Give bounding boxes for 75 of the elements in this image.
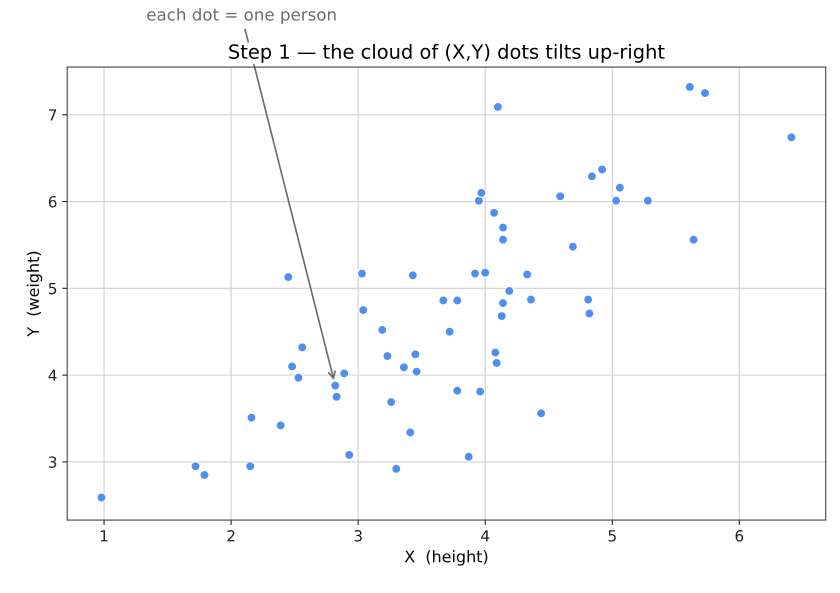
point [356,268,368,279]
point [470,268,480,279]
point [526,294,536,305]
point [498,222,508,233]
y-tick-label: 5 [48,282,56,294]
point [199,470,210,480]
x-tick-label: 5 [608,530,616,542]
point [412,366,422,377]
point [297,342,308,352]
point [391,464,402,474]
point [586,171,597,182]
chart-title: Step 1 — the cloud of (X,Y) dots tilts up-right [229,44,665,63]
point [287,361,298,372]
point [276,420,286,431]
point [498,298,508,308]
x-tick-label: 2 [227,530,234,542]
point [496,311,507,322]
point [536,408,546,418]
x-axis-title: X (height) [404,550,488,566]
point [597,164,608,174]
point [398,362,409,372]
point [438,295,448,306]
point [498,234,508,245]
y-tick-label: 7 [49,109,56,121]
point [245,461,256,472]
point [584,308,594,319]
point [190,461,201,472]
y-tick-label: 6 [48,196,57,208]
point [475,386,486,397]
x-tick-label: 1 [100,530,108,542]
point [522,269,532,280]
y-tick-label: 3 [48,456,56,468]
point [688,234,699,245]
point [377,324,388,336]
point [568,242,578,252]
y-axis-title: Y (weight) [26,252,42,337]
point [452,386,462,396]
point [452,295,462,306]
point [476,188,486,198]
x-tick-label: 4 [481,530,490,542]
point [490,347,500,358]
point [330,380,340,391]
x-tick-label: 6 [736,530,744,542]
point [444,326,455,337]
point [492,102,503,112]
point [464,452,474,462]
point [504,286,514,296]
point [410,349,420,360]
point [786,132,796,142]
point [386,396,396,408]
point [583,294,594,305]
point [283,272,294,282]
point [293,372,304,383]
point [480,268,490,278]
point [344,450,354,460]
point [684,82,695,92]
x-tick-label: 3 [354,530,362,542]
point [358,304,368,316]
point [405,427,416,438]
point [642,196,653,206]
annotation: each dot = one person [147,8,336,24]
point [700,88,710,98]
point [96,492,107,503]
point [246,412,256,423]
point [474,196,484,206]
point [408,270,418,280]
point [489,208,500,218]
point [332,392,342,402]
point [614,182,625,193]
y-tick-label: 4 [48,370,57,381]
point [611,196,622,206]
point [555,191,566,202]
point [382,350,392,362]
point [339,368,350,378]
point [492,358,502,368]
